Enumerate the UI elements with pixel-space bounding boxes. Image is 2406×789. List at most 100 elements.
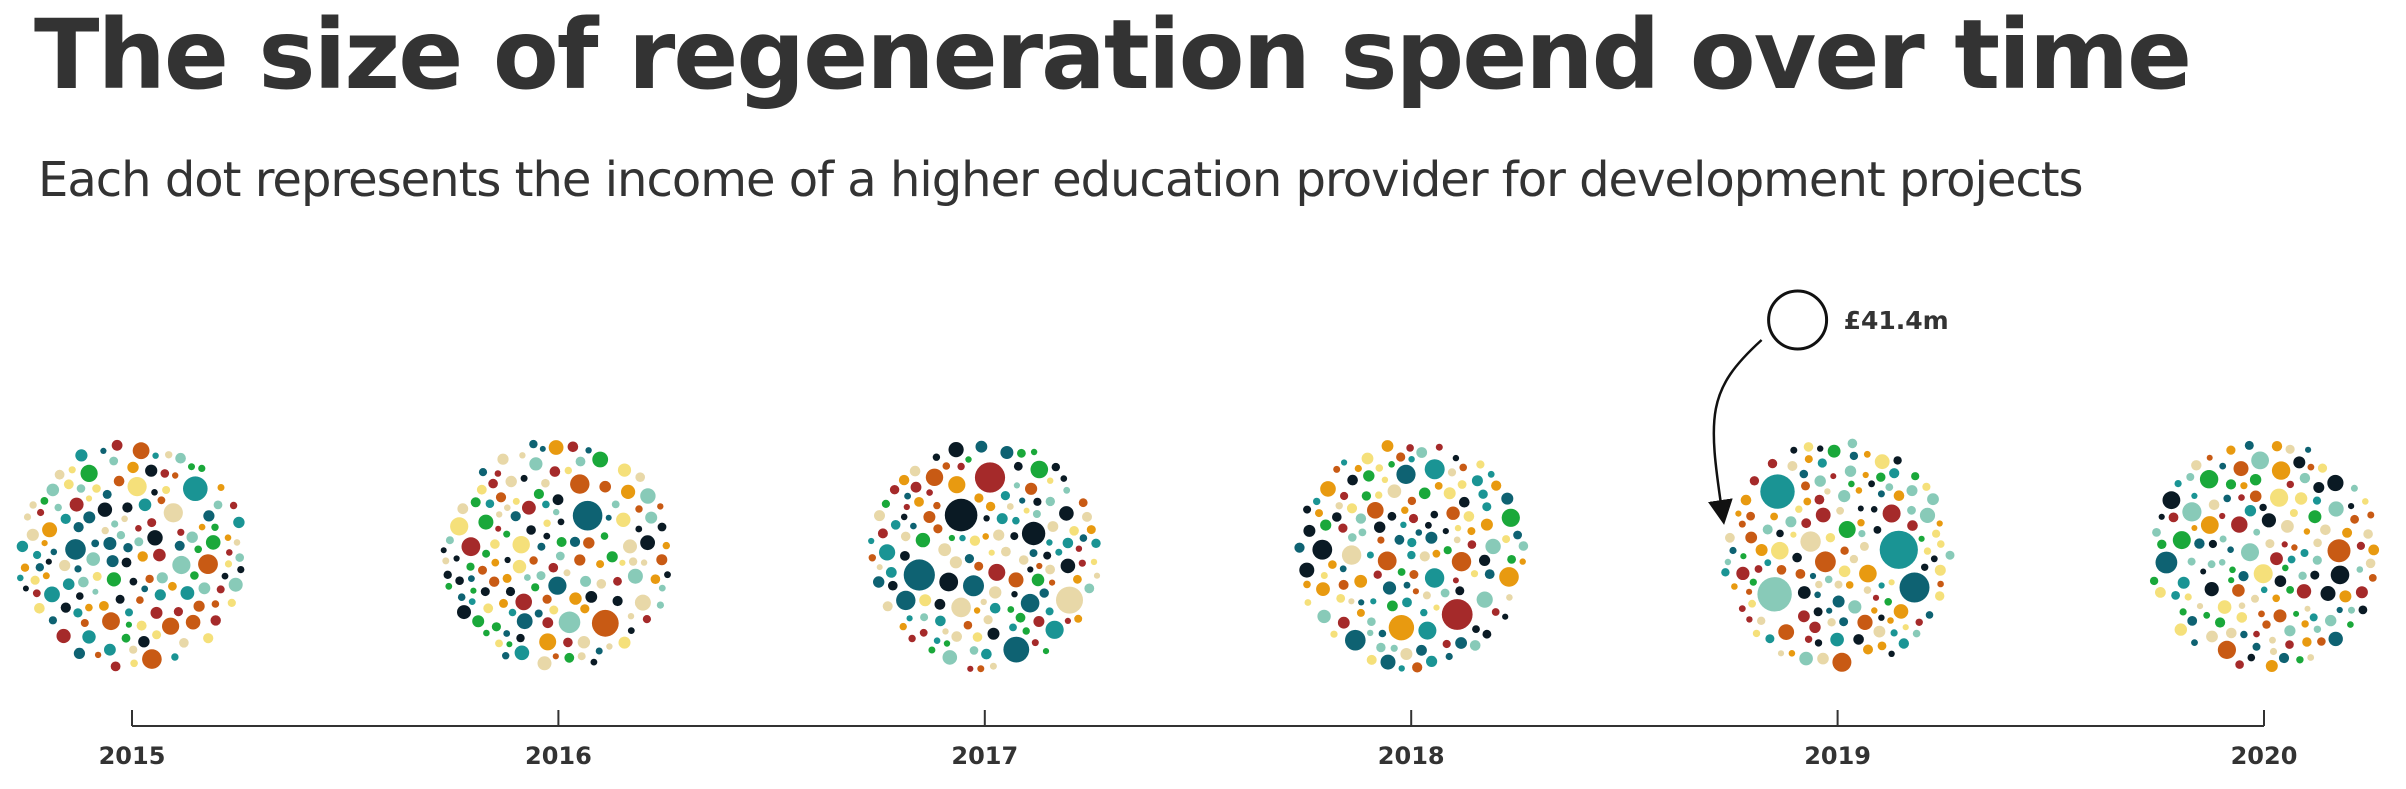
provider-dot[interactable] xyxy=(1857,614,1873,631)
provider-dot[interactable] xyxy=(2184,593,2192,601)
provider-dot[interactable] xyxy=(482,549,491,558)
provider-dot[interactable] xyxy=(2217,600,2232,614)
provider-dot[interactable] xyxy=(882,601,893,612)
provider-dot[interactable] xyxy=(957,462,965,471)
provider-dot[interactable] xyxy=(1857,519,1865,527)
provider-dot[interactable] xyxy=(993,529,1005,541)
provider-dot[interactable] xyxy=(1055,548,1063,556)
provider-dot[interactable] xyxy=(1403,581,1411,589)
provider-dot[interactable] xyxy=(2219,512,2226,520)
provider-dot[interactable] xyxy=(2260,586,2268,594)
provider-dot[interactable] xyxy=(2285,444,2295,454)
provider-dot[interactable] xyxy=(1358,599,1365,606)
provider-dot[interactable] xyxy=(1433,604,1440,611)
provider-dot[interactable] xyxy=(472,615,485,628)
provider-dot[interactable] xyxy=(868,554,876,562)
provider-dot[interactable] xyxy=(1407,496,1417,506)
provider-dot[interactable] xyxy=(1777,650,1785,657)
provider-dot[interactable] xyxy=(657,503,664,510)
provider-dot[interactable] xyxy=(2350,484,2358,492)
provider-dot[interactable] xyxy=(1341,459,1348,466)
provider-dot[interactable] xyxy=(216,585,225,594)
provider-dot[interactable] xyxy=(563,637,573,648)
provider-dot[interactable] xyxy=(1872,594,1880,601)
provider-dot[interactable] xyxy=(974,561,984,571)
provider-dot[interactable] xyxy=(583,537,595,549)
provider-dot[interactable] xyxy=(1027,566,1034,573)
provider-dot[interactable] xyxy=(75,449,88,462)
provider-dot[interactable] xyxy=(1457,480,1467,489)
provider-dot[interactable] xyxy=(2282,564,2289,572)
provider-dot[interactable] xyxy=(938,543,952,557)
provider-dot[interactable] xyxy=(1346,503,1358,514)
provider-dot[interactable] xyxy=(1452,577,1459,584)
provider-dot[interactable] xyxy=(537,542,546,551)
provider-dot[interactable] xyxy=(1045,496,1056,507)
provider-dot[interactable] xyxy=(1009,623,1017,632)
provider-dot[interactable] xyxy=(1367,502,1384,519)
provider-dot[interactable] xyxy=(2217,640,2236,660)
provider-dot[interactable] xyxy=(186,531,198,543)
provider-dot[interactable] xyxy=(1893,490,1905,502)
provider-dot[interactable] xyxy=(1888,650,1895,657)
provider-dot[interactable] xyxy=(975,440,988,453)
provider-dot[interactable] xyxy=(457,503,469,515)
provider-dot[interactable] xyxy=(943,640,951,647)
provider-dot[interactable] xyxy=(1922,482,1931,491)
provider-dot[interactable] xyxy=(933,524,943,534)
provider-dot[interactable] xyxy=(445,582,453,590)
provider-dot[interactable] xyxy=(1800,531,1821,552)
provider-dot[interactable] xyxy=(2174,480,2182,488)
provider-dot[interactable] xyxy=(2320,586,2336,601)
provider-dot[interactable] xyxy=(1442,528,1449,535)
provider-dot[interactable] xyxy=(1878,582,1885,589)
provider-dot[interactable] xyxy=(896,590,916,611)
provider-dot[interactable] xyxy=(224,560,233,568)
provider-dot[interactable] xyxy=(923,511,936,523)
provider-dot[interactable] xyxy=(2207,560,2216,569)
provider-dot[interactable] xyxy=(141,585,149,593)
provider-dot[interactable] xyxy=(1746,588,1753,595)
provider-dot[interactable] xyxy=(996,513,1008,525)
provider-dot[interactable] xyxy=(1045,620,1064,639)
provider-dot[interactable] xyxy=(2313,482,2325,493)
provider-dot[interactable] xyxy=(2286,586,2295,594)
provider-dot[interactable] xyxy=(557,518,565,526)
provider-dot[interactable] xyxy=(1803,497,1812,506)
provider-dot[interactable] xyxy=(2327,474,2344,492)
provider-dot[interactable] xyxy=(2296,584,2312,599)
provider-dot[interactable] xyxy=(2200,568,2207,575)
provider-dot[interactable] xyxy=(1064,617,1071,625)
provider-dot[interactable] xyxy=(1435,443,1443,451)
provider-dot[interactable] xyxy=(1019,497,1026,504)
provider-dot[interactable] xyxy=(1519,558,1526,565)
provider-dot[interactable] xyxy=(1801,481,1810,491)
provider-dot[interactable] xyxy=(1776,565,1787,575)
provider-dot[interactable] xyxy=(628,557,638,566)
provider-dot[interactable] xyxy=(136,620,147,631)
provider-dot[interactable] xyxy=(1412,662,1423,673)
provider-dot[interactable] xyxy=(1476,460,1485,469)
provider-dot[interactable] xyxy=(2203,611,2211,619)
provider-dot[interactable] xyxy=(549,605,559,615)
provider-dot[interactable] xyxy=(111,439,123,451)
provider-dot[interactable] xyxy=(2191,525,2198,531)
provider-dot[interactable] xyxy=(1484,569,1495,579)
provider-dot[interactable] xyxy=(505,586,516,597)
provider-dot[interactable] xyxy=(657,522,667,532)
provider-dot[interactable] xyxy=(1303,505,1312,514)
provider-dot[interactable] xyxy=(989,602,1001,614)
provider-dot[interactable] xyxy=(1877,490,1885,498)
provider-dot[interactable] xyxy=(1799,469,1809,479)
provider-dot[interactable] xyxy=(1787,461,1798,471)
provider-dot[interactable] xyxy=(1771,541,1789,560)
provider-dot[interactable] xyxy=(1832,652,1852,672)
provider-dot[interactable] xyxy=(1755,544,1768,556)
provider-dot[interactable] xyxy=(1426,655,1438,668)
provider-dot[interactable] xyxy=(2356,541,2365,551)
provider-dot[interactable] xyxy=(491,622,501,632)
provider-dot[interactable] xyxy=(1446,506,1460,520)
provider-dot[interactable] xyxy=(2307,654,2315,661)
provider-dot[interactable] xyxy=(110,661,121,672)
provider-dot[interactable] xyxy=(1363,470,1375,482)
